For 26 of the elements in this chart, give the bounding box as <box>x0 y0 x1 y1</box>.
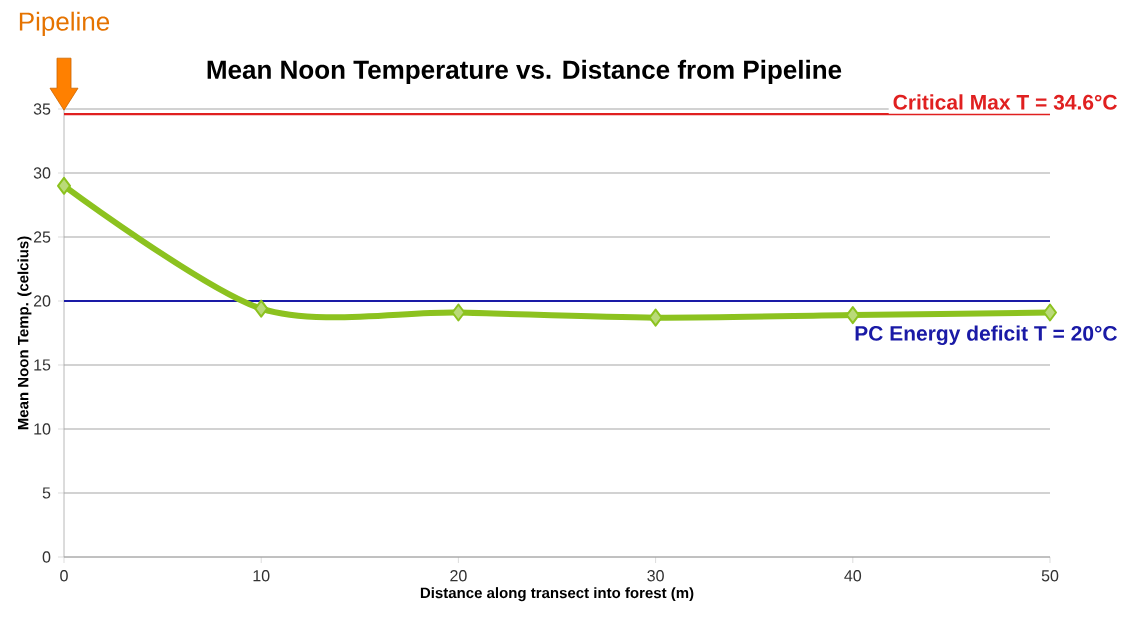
x-tick-label: 10 <box>253 570 270 582</box>
y-tick-label: 25 <box>33 231 51 243</box>
y-tick-label: 10 <box>34 423 51 435</box>
point <box>254 299 269 318</box>
y-tick-label: 15 <box>34 359 51 371</box>
x-tick-label: 30 <box>647 570 664 582</box>
y-axis-title: Mean Noon Temp. (celcius) <box>17 236 32 430</box>
point <box>845 306 860 325</box>
x-tick-label: 50 <box>1041 570 1059 582</box>
chart-title: Mean Noon Temperature vs. Distance from Pipeline <box>207 59 842 85</box>
point <box>648 308 663 327</box>
y-tick-label: 20 <box>33 295 51 307</box>
ref-line-label: Critical Max T = 34.6°C <box>893 94 1117 110</box>
point <box>1043 303 1057 322</box>
x-tick-label: 0 <box>60 570 68 582</box>
y-tick-label: 35 <box>33 103 51 115</box>
x-tick-label: 20 <box>450 570 467 582</box>
x-axis-title: Distance along transect into forest (m) <box>420 587 694 602</box>
y-tick-label: 30 <box>33 167 51 179</box>
point <box>57 176 72 195</box>
y-tick-label: 0 <box>42 551 51 563</box>
text: Pipeline <box>19 11 110 36</box>
y-tick-label: 5 <box>42 487 51 499</box>
ref-line-label: PC Energy deficit T = 20°C <box>855 325 1118 346</box>
point <box>451 303 466 322</box>
x-tick-label: 40 <box>844 570 862 582</box>
